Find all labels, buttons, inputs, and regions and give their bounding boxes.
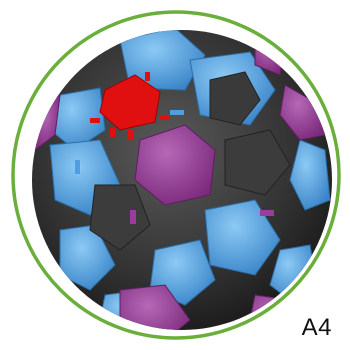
blue-tab — [75, 160, 80, 174]
red-panel-group — [90, 72, 170, 140]
outer-ring — [11, 10, 341, 340]
blue-panel — [289, 139, 331, 211]
grey-panel — [89, 184, 151, 251]
magenta-tab — [130, 210, 136, 224]
magenta-panel — [134, 124, 216, 206]
grey-panel — [224, 129, 291, 196]
ball-panels — [34, 30, 331, 330]
grey-panel — [209, 71, 261, 126]
blue-tab — [170, 110, 184, 115]
figure-label: A4 — [301, 314, 332, 341]
red-panel — [99, 74, 161, 131]
blue-panel — [204, 199, 281, 276]
magenta-tab — [260, 210, 274, 216]
